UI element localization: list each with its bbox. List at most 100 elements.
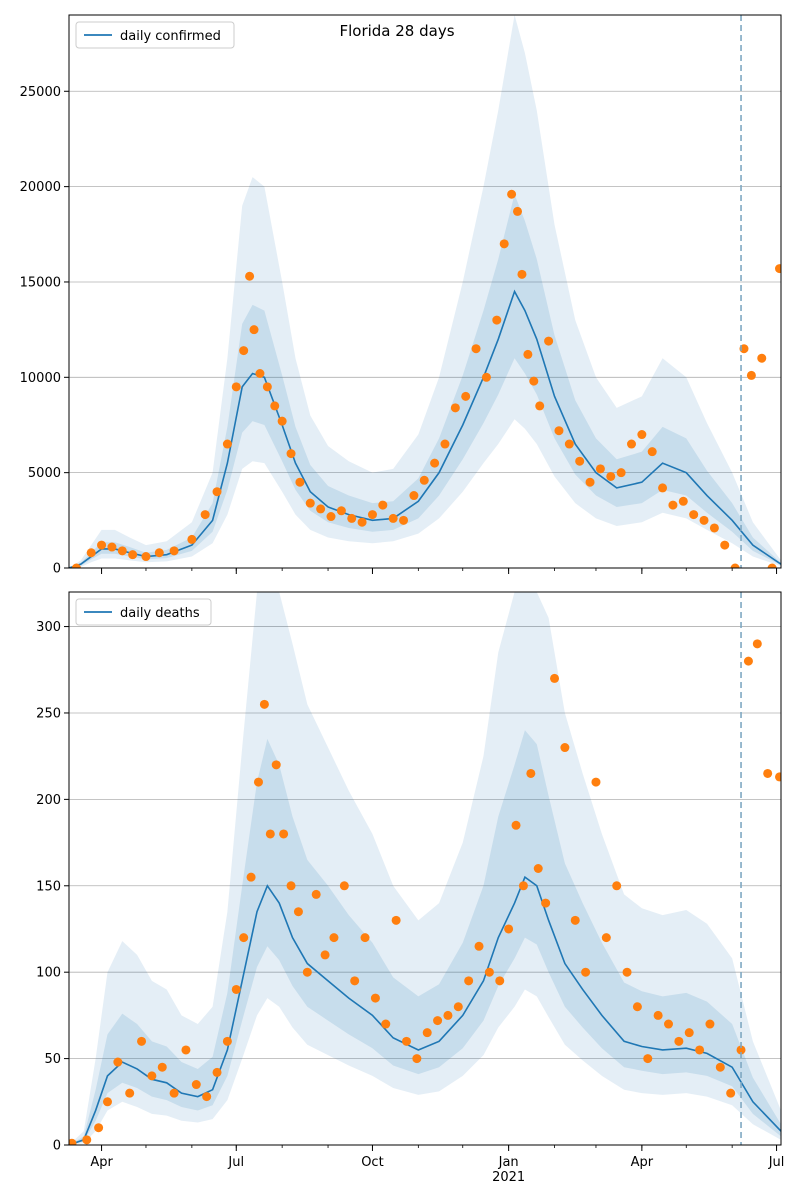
observed-point bbox=[277, 416, 287, 426]
observed-point bbox=[422, 1028, 432, 1038]
observed-point bbox=[763, 768, 773, 778]
observed-point bbox=[239, 933, 249, 943]
legend: daily confirmed bbox=[75, 21, 235, 49]
observed-point bbox=[481, 372, 491, 382]
observed-point bbox=[86, 548, 96, 558]
observed-point bbox=[255, 368, 265, 378]
legend-label: daily deaths bbox=[120, 606, 200, 621]
observed-point bbox=[82, 1135, 92, 1145]
observed-point bbox=[499, 239, 509, 249]
observed-point bbox=[222, 1036, 232, 1046]
observed-point bbox=[102, 1097, 112, 1107]
observed-point bbox=[541, 898, 551, 908]
observed-point bbox=[544, 336, 554, 346]
observed-point bbox=[262, 382, 272, 392]
observed-point bbox=[511, 820, 521, 830]
observed-point bbox=[689, 510, 699, 520]
x-tick-label: 2021 bbox=[492, 1170, 525, 1185]
axes-frame bbox=[68, 591, 782, 1146]
observed-point bbox=[699, 515, 709, 525]
observed-point bbox=[117, 546, 127, 556]
confirmed-panel: 0 5000 10000 15000 20000 25000 daily confirmed bbox=[20, 14, 782, 577]
observed-point bbox=[137, 1036, 147, 1046]
observed-point bbox=[752, 639, 762, 649]
observed-point bbox=[517, 269, 527, 279]
observed-point bbox=[715, 1062, 725, 1072]
band-90 bbox=[69, 592, 781, 1145]
observed-point bbox=[709, 523, 719, 533]
y-tick-label: 300 bbox=[36, 620, 61, 635]
observed-point bbox=[695, 1045, 705, 1055]
observed-point bbox=[381, 1019, 391, 1029]
observed-point bbox=[265, 829, 275, 839]
observed-point bbox=[560, 743, 570, 753]
observed-point bbox=[507, 189, 517, 199]
y-tick-label: 250 bbox=[36, 706, 61, 721]
observed-point bbox=[339, 881, 349, 891]
axes-frame bbox=[68, 14, 782, 569]
observed-point bbox=[259, 699, 269, 709]
observed-point bbox=[585, 477, 595, 487]
observed-point bbox=[726, 1088, 736, 1098]
observed-point bbox=[526, 768, 536, 778]
observed-point bbox=[246, 872, 256, 882]
y-tick-label: 100 bbox=[36, 966, 61, 981]
observed-point bbox=[523, 349, 533, 359]
observed-point bbox=[350, 976, 360, 986]
observed-point bbox=[461, 391, 471, 401]
observed-point bbox=[419, 475, 429, 485]
observed-point bbox=[401, 1036, 411, 1046]
observed-point bbox=[433, 1016, 443, 1026]
observed-point bbox=[564, 439, 574, 449]
observed-point bbox=[595, 464, 605, 474]
observed-point bbox=[279, 829, 289, 839]
plot-area bbox=[69, 592, 781, 1145]
observed-point bbox=[622, 967, 632, 977]
plot-area bbox=[69, 15, 781, 568]
observed-point bbox=[575, 456, 585, 466]
observed-point bbox=[705, 1019, 715, 1029]
observed-point bbox=[97, 540, 107, 550]
observed-point bbox=[305, 498, 315, 508]
observed-point bbox=[222, 439, 232, 449]
observed-point bbox=[187, 534, 197, 544]
observed-point bbox=[181, 1045, 191, 1055]
y-tick-label: 10000 bbox=[20, 371, 61, 386]
observed-point bbox=[271, 760, 281, 770]
observed-point bbox=[94, 1123, 104, 1133]
observed-point bbox=[270, 401, 280, 411]
observed-point bbox=[293, 907, 303, 917]
observed-point bbox=[730, 563, 740, 568]
observed-point bbox=[399, 515, 409, 525]
observed-point bbox=[169, 1088, 179, 1098]
observed-point bbox=[329, 933, 339, 943]
observed-point bbox=[202, 1092, 212, 1102]
observed-point bbox=[684, 1028, 694, 1038]
legend: daily deaths bbox=[75, 598, 212, 626]
figure-title: Florida 28 days bbox=[339, 22, 454, 40]
observed-point bbox=[504, 924, 514, 934]
observed-point bbox=[674, 1036, 684, 1046]
observed-point bbox=[391, 915, 401, 925]
observed-point bbox=[113, 1057, 123, 1067]
observed-point bbox=[601, 933, 611, 943]
observed-point bbox=[295, 477, 305, 487]
observed-point bbox=[231, 382, 241, 392]
observed-point bbox=[581, 967, 591, 977]
observed-point bbox=[286, 881, 296, 891]
observed-point bbox=[69, 1138, 77, 1145]
observed-point bbox=[612, 881, 622, 891]
y-tick-label: 25000 bbox=[20, 85, 61, 100]
x-tick-label: Oct bbox=[361, 1155, 383, 1170]
band-90 bbox=[69, 15, 781, 568]
observed-point bbox=[653, 1010, 663, 1020]
x-tick-label: Apr bbox=[90, 1155, 113, 1170]
observed-point bbox=[409, 491, 419, 501]
observed-point bbox=[231, 984, 241, 994]
observed-point bbox=[513, 206, 523, 216]
observed-point bbox=[495, 976, 505, 986]
observed-point bbox=[746, 370, 756, 380]
observed-point bbox=[443, 1010, 453, 1020]
observed-point bbox=[370, 993, 380, 1003]
